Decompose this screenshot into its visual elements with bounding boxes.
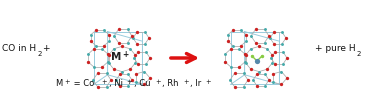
Text: , Ir: , Ir	[191, 79, 202, 88]
Text: +: +	[205, 78, 211, 84]
Text: +: +	[127, 78, 132, 84]
Text: , Rh: , Rh	[162, 79, 178, 88]
Text: +: +	[183, 78, 189, 84]
Text: = Co: = Co	[71, 79, 95, 88]
Text: +: +	[64, 78, 70, 84]
Text: +: +	[101, 78, 107, 84]
Text: , Ni: , Ni	[108, 79, 122, 88]
Text: CO in H: CO in H	[2, 44, 36, 53]
Text: +: +	[122, 49, 128, 59]
Text: 2: 2	[38, 50, 42, 57]
Text: +: +	[42, 44, 50, 53]
Text: +: +	[155, 78, 161, 84]
Text: + pure H: + pure H	[315, 44, 356, 53]
Text: M: M	[55, 79, 62, 88]
Text: M: M	[111, 52, 121, 62]
Text: 2: 2	[357, 50, 361, 57]
Text: , Cu: , Cu	[134, 79, 150, 88]
